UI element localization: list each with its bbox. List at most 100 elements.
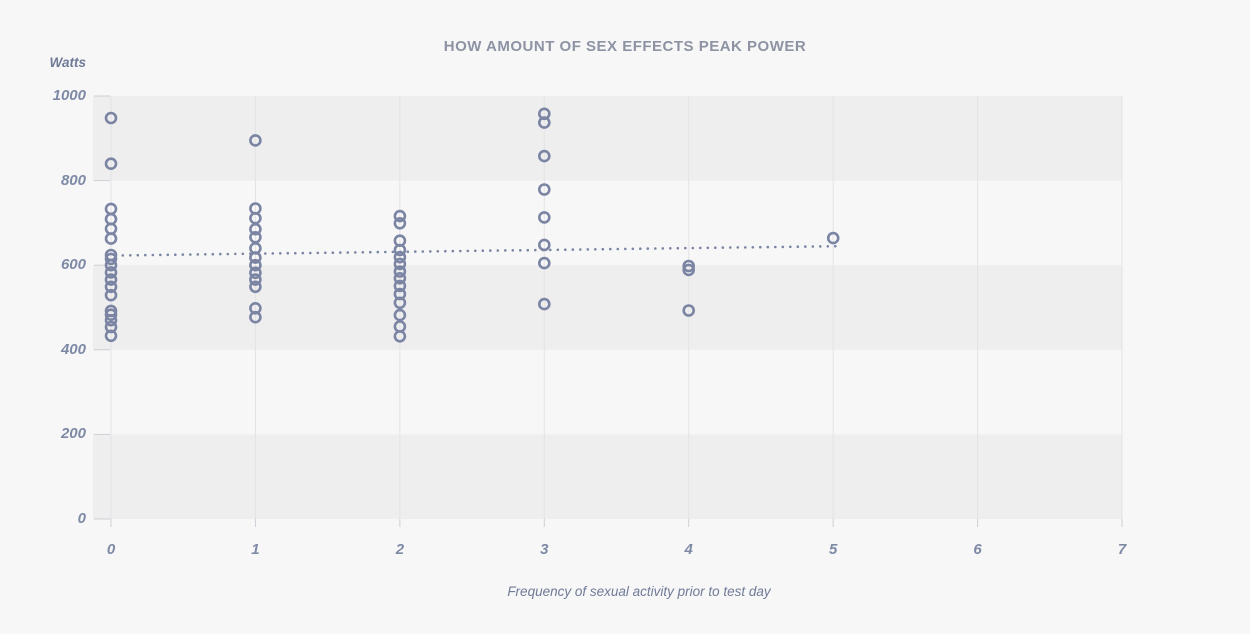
data-point: [393, 243, 407, 257]
trendline-dot: [654, 247, 657, 250]
trendline-dot: [211, 252, 215, 256]
trendline-dot: [339, 251, 342, 254]
data-point: [249, 273, 262, 286]
data-point: [249, 280, 262, 294]
trendline-dot: [811, 245, 815, 248]
trendline-dot: [286, 251, 290, 255]
trendline-dot: [384, 250, 387, 254]
trendline-dot: [264, 252, 267, 255]
trendline-dot: [646, 247, 650, 250]
trendline-dot: [159, 253, 162, 257]
y-tick-label: 400: [60, 340, 86, 358]
trendline-dot: [324, 251, 327, 255]
x-tick-label: 5: [828, 541, 838, 558]
trendline-dot: [204, 253, 207, 256]
trendline-dot: [391, 250, 395, 254]
trendline-dot: [181, 253, 185, 256]
trendline-dot: [481, 249, 485, 252]
trendline-dot: [616, 247, 620, 251]
data-point: [537, 116, 551, 129]
data-point: [682, 263, 696, 277]
data-point: [393, 279, 407, 293]
trendline-dot: [774, 245, 777, 249]
trendline-dot: [571, 248, 575, 251]
data-point: [249, 222, 262, 236]
y-tick-label: 0: [77, 510, 86, 527]
data-point: [249, 310, 262, 324]
data-point: [537, 149, 551, 163]
trendline-dot: [691, 246, 695, 250]
data-point: [104, 288, 118, 302]
x-axis-title: Frequency of sexual activity prior to te…: [507, 584, 771, 599]
trendline-dot: [736, 246, 740, 249]
data-point: [826, 231, 840, 245]
trendline-dot: [151, 253, 155, 257]
trendline-dot: [639, 247, 642, 250]
shaded-band: [93, 434, 1122, 519]
data-point: [393, 209, 407, 223]
data-point: [393, 329, 407, 343]
trendline-dot: [519, 249, 522, 252]
trendline-dot: [466, 249, 470, 253]
trendline-dot: [496, 249, 500, 252]
trendline-dot: [549, 248, 552, 252]
trendline-dot: [601, 247, 605, 251]
data-point: [104, 258, 118, 272]
trendline-dot: [436, 250, 440, 253]
trendline-dot: [661, 247, 665, 250]
trendline-dot: [766, 245, 770, 249]
trendline-dot: [406, 250, 410, 253]
data-point: [104, 266, 118, 279]
data-point: [104, 329, 118, 343]
x-tick-label: 4: [684, 541, 693, 558]
trendline-dot: [219, 252, 222, 256]
trendline-dot: [819, 245, 822, 248]
trendline-dot: [759, 245, 762, 249]
x-tick-label: 0: [106, 541, 116, 558]
x-tick-label: 6: [973, 541, 982, 558]
trendline-dot: [556, 248, 560, 252]
trendline-dot: [676, 246, 680, 250]
x-tick-label: 2: [395, 541, 405, 558]
y-tick-label: 1000: [52, 87, 86, 104]
trendline-dot: [459, 249, 462, 253]
trendline-dot: [196, 253, 200, 256]
trendline-dot: [474, 249, 477, 253]
trendline-dot: [789, 245, 792, 249]
data-point: [393, 271, 407, 285]
trendline-dot: [309, 251, 312, 255]
x-tick-label: 1: [251, 541, 260, 558]
data-point: [104, 308, 118, 322]
trendline-dot: [414, 250, 417, 253]
trendline-dot: [714, 246, 717, 249]
trendline-dot: [706, 246, 710, 250]
trendline-dot: [444, 249, 447, 253]
y-tick-label: 200: [60, 425, 86, 443]
trendline-dot: [174, 253, 177, 256]
data-point: [393, 217, 407, 230]
data-point: [537, 238, 551, 252]
trendline-dot: [294, 251, 297, 255]
data-point: [537, 297, 551, 311]
trendline-dot: [684, 246, 687, 250]
data-point: [104, 157, 118, 170]
data-point: [393, 257, 407, 271]
trendline-dot: [534, 248, 537, 252]
trendline-dot: [489, 249, 492, 252]
trendline-dot: [624, 247, 627, 251]
data-point: [249, 134, 262, 147]
shaded-band: [93, 96, 1122, 181]
trendline-dot: [586, 248, 590, 251]
trendline-dot: [331, 251, 335, 254]
data-point: [393, 296, 407, 310]
data-point: [249, 251, 262, 264]
trendline-dot: [429, 250, 432, 253]
chart-title: HOW AMOUNT OF SEX EFFECTS PEAK POWER: [443, 38, 807, 55]
trendline-dot: [781, 245, 785, 249]
trendline-dot: [669, 247, 672, 250]
y-axis-unit-label: Watts: [49, 55, 86, 70]
trendline-dot: [369, 250, 372, 254]
data-point: [104, 232, 118, 245]
